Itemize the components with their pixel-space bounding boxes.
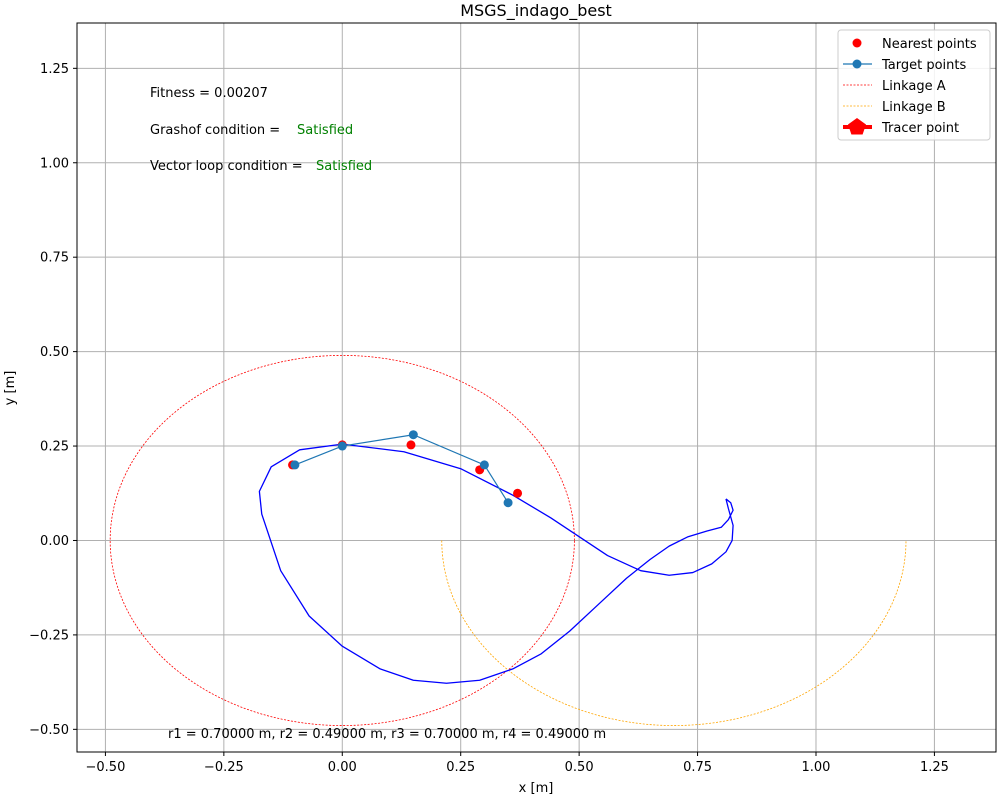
y-tick-label: 0.00 xyxy=(40,534,69,549)
legend-tracer-marker xyxy=(848,118,866,135)
legend-nearest-label: Nearest points xyxy=(882,37,977,52)
grashof-condition-label: Grashof condition = xyxy=(150,123,284,138)
x-tick-label: 0.75 xyxy=(683,760,712,775)
legend-target-label: Target points xyxy=(881,58,967,73)
chart-title: MSGS_indago_best xyxy=(460,1,612,21)
nearest-point-marker xyxy=(406,440,416,450)
legend-box xyxy=(837,29,991,141)
linkage-b-path xyxy=(441,540,907,726)
legend-linkage-b-label: Linkage B xyxy=(882,100,946,115)
legend-nearest-marker xyxy=(852,38,862,48)
nearest-point-marker xyxy=(513,488,523,498)
x-axis-label: x [m] xyxy=(519,781,554,796)
y-tick-label: 0.75 xyxy=(40,251,69,266)
plot-data xyxy=(109,354,907,726)
y-axis-label: y [m] xyxy=(3,371,18,406)
y-tick-label: 1.25 xyxy=(40,62,69,77)
x-tick-label: 1.00 xyxy=(802,760,831,775)
legend-target-marker xyxy=(852,59,862,69)
y-tick-label: 1.00 xyxy=(40,156,69,171)
y-tick-label: −0.25 xyxy=(29,628,69,643)
vector-loop-condition-label: Vector loop condition = xyxy=(150,159,307,174)
target-point-marker xyxy=(337,441,347,451)
y-tick-label: −0.50 xyxy=(29,723,69,738)
x-tick-label: 0.00 xyxy=(328,760,357,775)
plot-frame xyxy=(76,22,997,753)
x-tick-label: −0.50 xyxy=(86,760,126,775)
target-point-marker xyxy=(479,460,489,470)
legend-linkage-a-label: Linkage A xyxy=(882,79,946,94)
y-tick-label: 0.50 xyxy=(40,345,69,360)
fitness-annotation: Fitness = 0.00207 xyxy=(150,86,268,101)
legend-tracer-label: Tracer point xyxy=(881,121,959,136)
axis-ticks: −0.50 −0.25 0.00 0.25 0.50 0.75 1.00 1.25 −0.50 −… xyxy=(29,62,949,775)
tracer-path xyxy=(258,443,734,684)
legend: Nearest points Target points Linkage A L… xyxy=(837,29,991,141)
link-lengths-annotation: r1 = 0.70000 m, r2 = 0.49000 m, r3 = 0.7… xyxy=(168,727,606,742)
target-point-marker xyxy=(408,430,418,440)
target-point-marker xyxy=(503,498,513,508)
x-tick-label: 0.50 xyxy=(565,760,594,775)
target-point-marker xyxy=(290,460,300,470)
x-tick-label: −0.25 xyxy=(204,760,244,775)
grashof-condition-value: Satisfied xyxy=(297,123,353,138)
vector-loop-condition-value: Satisfied xyxy=(316,159,372,174)
x-tick-label: 0.25 xyxy=(446,760,475,775)
x-tick-label: 1.25 xyxy=(920,760,949,775)
grid-lines xyxy=(77,23,996,752)
y-tick-label: 0.25 xyxy=(40,440,69,455)
